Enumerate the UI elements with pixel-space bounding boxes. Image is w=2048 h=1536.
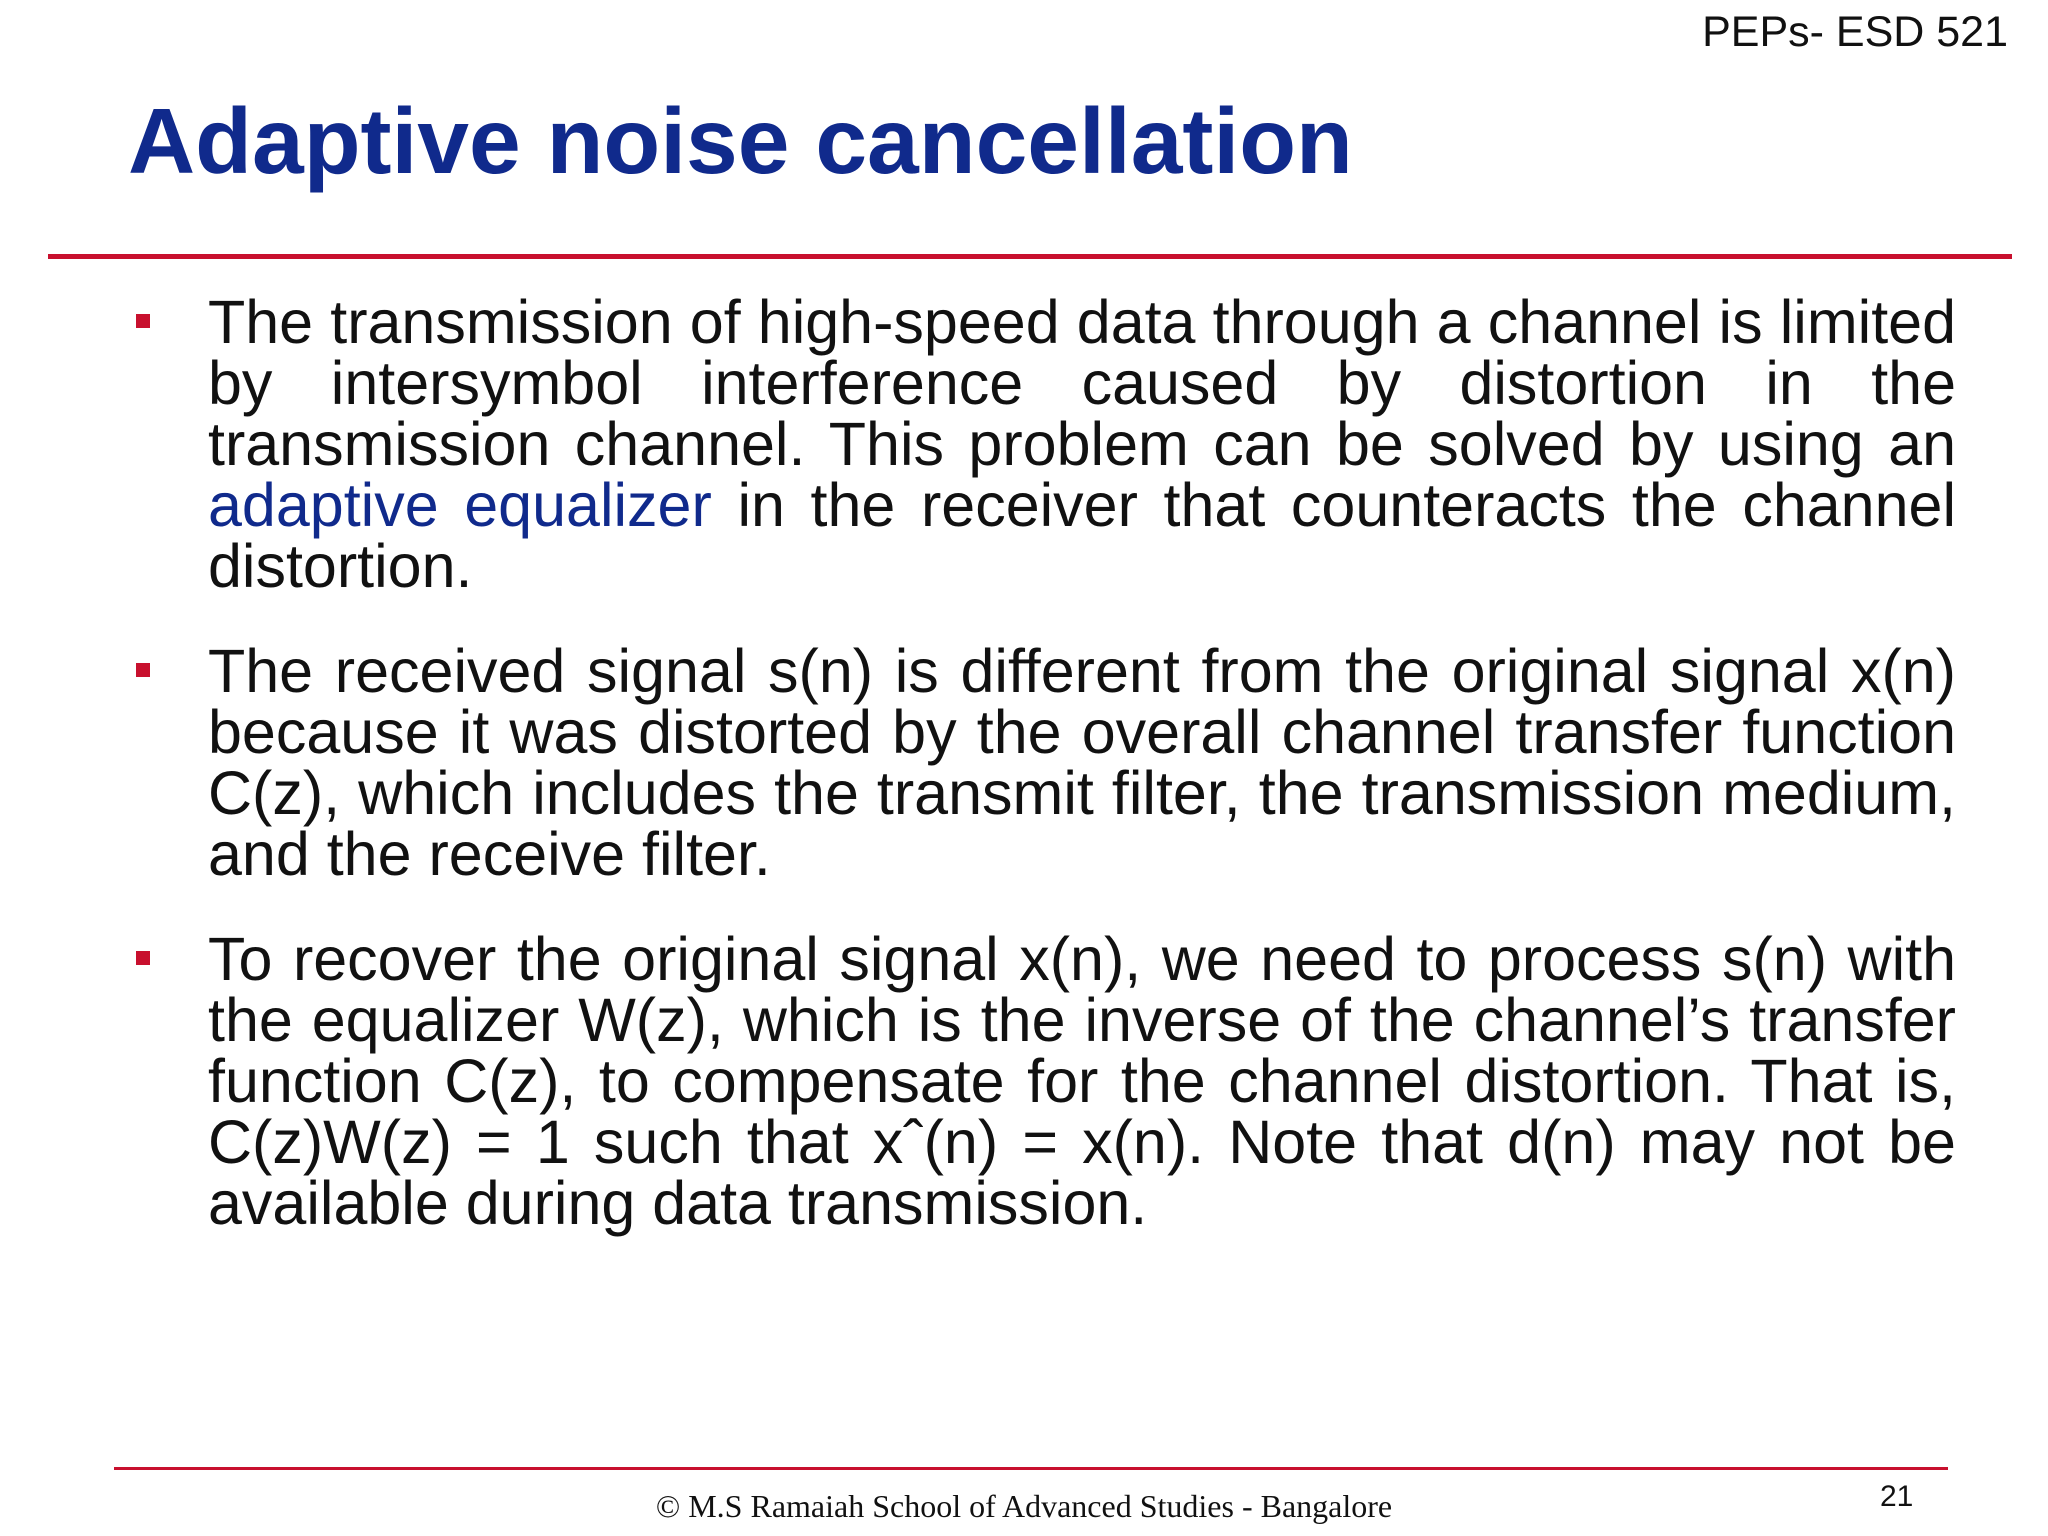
footer-divider <box>114 1467 1948 1470</box>
bullet-1-lead: The transmission of high-speed data thro… <box>208 288 1956 478</box>
bullet-item-1: The transmission of high-speed data thro… <box>128 292 1956 597</box>
bullet-2-text: The received signal s(n) is different fr… <box>208 637 1956 888</box>
bullet-3-text: To recover the original signal x(n), we … <box>208 925 1956 1237</box>
title-divider <box>48 254 2012 259</box>
course-code: PEPs- ESD 521 <box>1702 8 2008 56</box>
bullet-item-2: The received signal s(n) is different fr… <box>128 641 1956 885</box>
bullet-item-3: To recover the original signal x(n), we … <box>128 929 1956 1234</box>
slide-title: Adaptive noise cancellation <box>128 89 1353 193</box>
square-bullet-icon <box>136 951 150 965</box>
bullet-list: The transmission of high-speed data thro… <box>128 292 1956 1278</box>
adaptive-equalizer-term: adaptive equalizer <box>208 471 712 539</box>
copyright-notice: © M.S Ramaiah School of Advanced Studies… <box>655 1488 1393 1524</box>
square-bullet-icon <box>136 663 150 677</box>
page-number: 21 <box>1880 1480 1914 1513</box>
bullet-1-tail: in the receiver that counteracts the cha… <box>208 471 1956 600</box>
square-bullet-icon <box>136 314 150 328</box>
